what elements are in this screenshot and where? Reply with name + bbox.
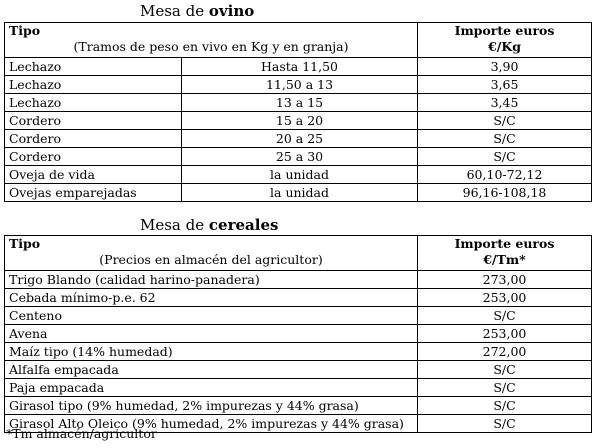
ovino-header-row: Tipo (Tramos de peso en vivo en Kg y en … bbox=[3, 22, 593, 58]
ovino-header-price-title: Importe euros bbox=[454, 23, 555, 39]
row-type: Girasol tipo (9% humedad, 2% impurezas y… bbox=[4, 396, 418, 415]
row-type: Oveja de vida bbox=[4, 165, 182, 184]
row-type: Trigo Blando (calidad harino-panadera) bbox=[4, 270, 418, 289]
table-row: Alfalfa empacada S/C bbox=[4, 360, 592, 379]
row-price: 273,00 bbox=[417, 270, 592, 289]
table-row: Cordero 25 a 30 S/C bbox=[4, 147, 593, 166]
row-type: Centeno bbox=[4, 306, 418, 325]
table-row: Centeno S/C bbox=[4, 306, 592, 325]
cereales-footnote: *Tm almacén/agricultor bbox=[6, 426, 157, 441]
row-type: Lechazo bbox=[4, 57, 182, 76]
ovino-table: Tipo (Tramos de peso en vivo en Kg y en … bbox=[3, 22, 593, 202]
row-type: Cordero bbox=[4, 147, 182, 166]
ovino-title: Mesa de ovino bbox=[140, 2, 254, 20]
row-type: Cordero bbox=[4, 129, 182, 148]
table-row: Cordero 20 a 25 S/C bbox=[4, 129, 593, 148]
row-range: la unidad bbox=[180, 165, 419, 184]
row-range: Hasta 11,50 bbox=[180, 57, 419, 76]
row-price: 272,00 bbox=[417, 342, 592, 361]
row-price: S/C bbox=[417, 378, 592, 397]
row-price: 3,45 bbox=[417, 93, 593, 112]
row-price: S/C bbox=[417, 147, 593, 166]
row-price: 96,16-108,18 bbox=[417, 183, 593, 202]
row-type: Avena bbox=[4, 324, 418, 343]
row-type: Cordero bbox=[4, 111, 182, 130]
table-row: Oveja de vida la unidad 60,10-72,12 bbox=[4, 165, 593, 184]
ovino-header-tipo-sub: (Tramos de peso en vivo en Kg y en granj… bbox=[73, 39, 349, 54]
table-row: Lechazo Hasta 11,50 3,90 bbox=[4, 57, 593, 76]
table-row: Cordero 15 a 20 S/C bbox=[4, 111, 593, 130]
cereales-header-price-title: Importe euros bbox=[454, 236, 555, 252]
cereales-title: Mesa de cereales bbox=[140, 216, 278, 234]
cereales-header-price: Importe euros €/Tm* bbox=[417, 235, 592, 271]
cereales-header-price-unit: €/Tm* bbox=[483, 252, 526, 267]
table-row: Lechazo 11,50 a 13 3,65 bbox=[4, 75, 593, 94]
cereales-table: Tipo (Precios en almacén del agricultor)… bbox=[4, 235, 592, 433]
ovino-header-tipo: Tipo (Tramos de peso en vivo en Kg y en … bbox=[3, 22, 419, 58]
row-price: 253,00 bbox=[417, 324, 592, 343]
row-type: Girasol Alto Oleico (9% humedad, 2% impu… bbox=[4, 414, 418, 433]
cereales-header-tipo: Tipo (Precios en almacén del agricultor) bbox=[4, 235, 418, 271]
row-price: 60,10-72,12 bbox=[417, 165, 593, 184]
row-range: la unidad bbox=[180, 183, 419, 202]
row-type: Paja empacada bbox=[4, 378, 418, 397]
row-price: 253,00 bbox=[417, 288, 592, 307]
table-row: Avena 253,00 bbox=[4, 324, 592, 343]
table-row: Trigo Blando (calidad harino-panadera) 27… bbox=[4, 270, 592, 289]
ovino-header-price-unit: €/Kg bbox=[488, 39, 521, 54]
cereales-header-tipo-title: Tipo bbox=[9, 236, 41, 252]
row-range: 13 a 15 bbox=[180, 93, 419, 112]
table-row: Maíz tipo (14% humedad) 272,00 bbox=[4, 342, 592, 361]
row-price: S/C bbox=[417, 111, 593, 130]
row-type: Alfalfa empacada bbox=[4, 360, 418, 379]
row-price: 3,65 bbox=[417, 75, 593, 94]
ovino-title-prefix: Mesa de bbox=[140, 2, 209, 20]
row-type: Lechazo bbox=[4, 93, 182, 112]
row-type: Maíz tipo (14% humedad) bbox=[4, 342, 418, 361]
row-price: S/C bbox=[417, 306, 592, 325]
row-type: Lechazo bbox=[4, 75, 182, 94]
cereales-title-bold: cereales bbox=[208, 216, 279, 234]
table-row: Lechazo 13 a 15 3,45 bbox=[4, 93, 593, 112]
row-type: Ovejas emparejadas bbox=[4, 183, 182, 202]
row-range: 11,50 a 13 bbox=[180, 75, 419, 94]
row-range: 20 a 25 bbox=[180, 129, 419, 148]
ovino-header-tipo-title: Tipo bbox=[9, 23, 41, 39]
cereales-header-tipo-sub: (Precios en almacén del agricultor) bbox=[99, 252, 323, 267]
cereales-header-row: Tipo (Precios en almacén del agricultor)… bbox=[4, 235, 592, 271]
table-row: Girasol Alto Oleico (9% humedad, 2% impu… bbox=[4, 414, 592, 433]
row-range: 25 a 30 bbox=[180, 147, 419, 166]
cereales-title-prefix: Mesa de bbox=[140, 216, 209, 234]
row-price: S/C bbox=[417, 396, 592, 415]
table-row: Girasol tipo (9% humedad, 2% impurezas y… bbox=[4, 396, 592, 415]
row-price: 3,90 bbox=[417, 57, 593, 76]
row-type: Cebada mínimo-p.e. 62 bbox=[4, 288, 418, 307]
table-row: Cebada mínimo-p.e. 62 253,00 bbox=[4, 288, 592, 307]
table-row: Paja empacada S/C bbox=[4, 378, 592, 397]
ovino-title-bold: ovino bbox=[208, 2, 255, 20]
row-range: 15 a 20 bbox=[180, 111, 419, 130]
row-price: S/C bbox=[417, 360, 592, 379]
ovino-header-price: Importe euros €/Kg bbox=[417, 22, 593, 58]
table-row: Ovejas emparejadas la unidad 96,16-108,18 bbox=[4, 183, 593, 202]
row-price: S/C bbox=[417, 129, 593, 148]
row-price: S/C bbox=[417, 414, 592, 433]
